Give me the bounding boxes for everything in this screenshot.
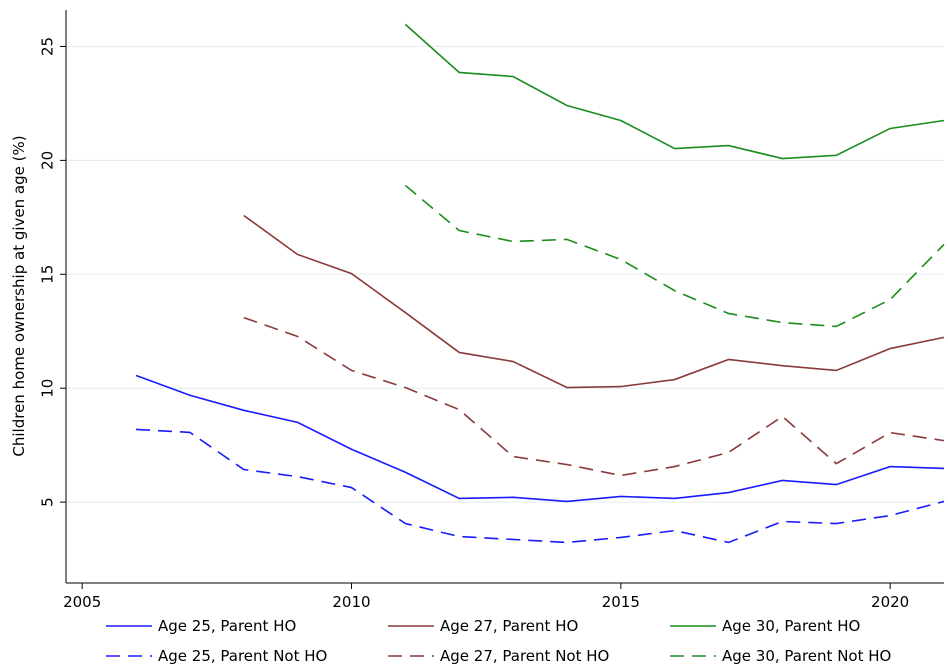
legend-label: Age 30, Parent HO bbox=[722, 617, 860, 635]
line bbox=[135, 428, 945, 544]
y-tick-label: 25 bbox=[39, 37, 57, 56]
y-tick-label: 15 bbox=[39, 265, 57, 284]
y-tick-label: 10 bbox=[39, 379, 57, 398]
y-tick-label: 5 bbox=[39, 497, 57, 507]
legend-label: Age 25, Parent HO bbox=[158, 617, 296, 635]
x-tick-label: 2010 bbox=[332, 593, 370, 611]
y-axis-label: Children home ownership at given age (%) bbox=[10, 135, 28, 456]
line bbox=[243, 316, 945, 477]
line bbox=[135, 374, 945, 503]
legend-label: Age 25, Parent Not HO bbox=[158, 647, 327, 665]
legend-label: Age 27, Parent Not HO bbox=[440, 647, 609, 665]
x-tick-label: 2020 bbox=[871, 593, 909, 611]
x-tick-label: 2005 bbox=[63, 593, 101, 611]
legend-label: Age 27, Parent HO bbox=[440, 617, 578, 635]
y-tick-label: 20 bbox=[39, 151, 57, 170]
line bbox=[404, 184, 945, 328]
x-tick-label: 2015 bbox=[602, 593, 640, 611]
legend-label: Age 30, Parent Not HO bbox=[722, 647, 891, 665]
line bbox=[404, 23, 945, 160]
line bbox=[243, 214, 945, 389]
